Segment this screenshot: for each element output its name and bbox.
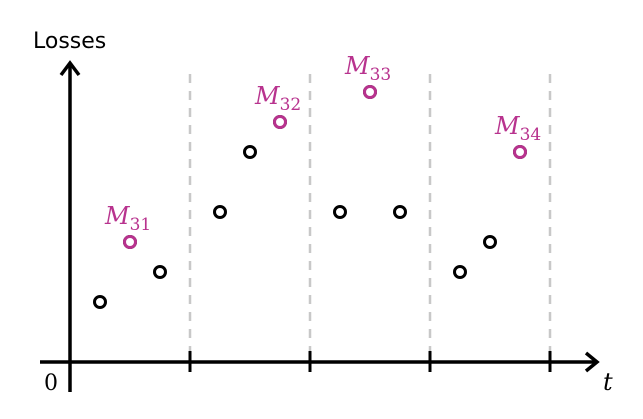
- max-point: [513, 145, 527, 159]
- max-point-label: M31: [104, 202, 151, 235]
- data-point: [243, 145, 257, 159]
- data-point: [213, 205, 227, 219]
- axes: [40, 60, 600, 392]
- max-point-label: M33: [344, 52, 391, 85]
- data-point: [333, 205, 347, 219]
- origin-label: 0: [44, 371, 58, 396]
- max-point: [363, 85, 377, 99]
- max-point: [273, 115, 287, 129]
- data-point: [453, 265, 467, 279]
- x-axis-arrowhead: [584, 351, 600, 373]
- max-point-label: M34: [494, 112, 541, 145]
- data-point: [393, 205, 407, 219]
- segment-dividers: [188, 74, 552, 358]
- max-point-label: M32: [254, 82, 301, 115]
- x-axis-label: t: [603, 368, 613, 396]
- y-axis-label: Losses: [33, 29, 106, 54]
- max-points: M31 M32 M33 M34: [104, 52, 541, 249]
- x-axis-ticks: [188, 351, 552, 372]
- data-point: [153, 265, 167, 279]
- data-point: [483, 235, 497, 249]
- data-point: [93, 295, 107, 309]
- y-axis-arrowhead: [59, 60, 81, 77]
- max-point: [123, 235, 137, 249]
